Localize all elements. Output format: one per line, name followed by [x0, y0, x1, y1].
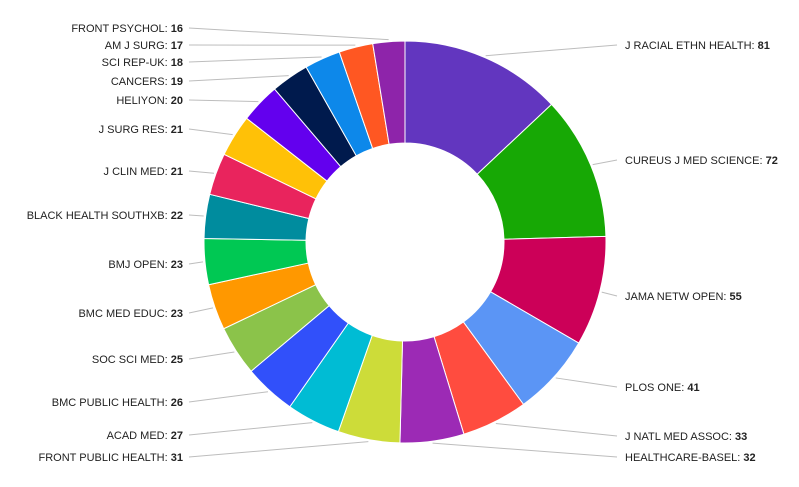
label-value: 72 — [766, 155, 778, 167]
label-name: BMC MED EDUC: — [78, 308, 170, 320]
label-value: 33 — [735, 431, 747, 443]
label-name: JAMA NETW OPEN: — [625, 291, 730, 303]
leader-line-bmj-open — [188, 261, 204, 265]
label-name: HELIYON: — [116, 95, 170, 107]
label-name: AM J SURG: — [105, 40, 171, 52]
label-value: 81 — [758, 40, 770, 52]
label-bmc-public-health: BMC PUBLIC HEALTH: 26 — [52, 397, 183, 409]
label-value: 25 — [171, 354, 183, 366]
label-value: 32 — [743, 452, 755, 464]
leader-line-bmc-public-health — [188, 391, 268, 403]
slice-front-psychol[interactable] — [372, 40, 406, 145]
label-name: FRONT PSYCHOL: — [71, 23, 170, 35]
label-value: 21 — [171, 124, 183, 136]
leader-line-front-psychol — [188, 27, 389, 41]
label-black-health-southxb: BLACK HEALTH SOUTHXB: 22 — [27, 210, 183, 222]
label-healthcare-basel: HEALTHCARE-BASEL: 32 — [625, 452, 756, 464]
leader-line-j-natl-med-assoc — [495, 423, 618, 437]
leader-line-heliyon — [188, 99, 259, 103]
label-j-surg-res: J SURG RES: 21 — [99, 124, 183, 136]
label-value: 23 — [171, 308, 183, 320]
leader-lines — [188, 27, 618, 458]
label-front-psychol: FRONT PSYCHOL: 16 — [71, 23, 183, 35]
label-name: PLOS ONE: — [625, 382, 687, 394]
label-cancers: CANCERS: 19 — [111, 76, 183, 88]
label-j-natl-med-assoc: J NATL MED ASSOC: 33 — [625, 431, 747, 443]
label-jama-netw-open: JAMA NETW OPEN: 55 — [625, 291, 742, 303]
label-value: 41 — [687, 382, 699, 394]
label-name: ACAD MED: — [107, 430, 171, 442]
leader-line-j-clin-med — [188, 170, 215, 174]
label-name: J SURG RES: — [99, 124, 171, 136]
slice-labels: J RACIAL ETHN HEALTH: 81 CUREUS J MED SCI… — [27, 23, 778, 464]
label-value: 20 — [171, 95, 183, 107]
label-acad-med: ACAD MED: 27 — [107, 430, 183, 442]
label-name: BMJ OPEN: — [108, 259, 170, 271]
label-name: SOC SCI MED: — [92, 354, 171, 366]
label-name: CUREUS J MED SCIENCE: — [625, 155, 766, 167]
leader-line-healthcare-basel — [432, 442, 618, 458]
label-name: FRONT PUBLIC HEALTH: — [39, 452, 171, 464]
label-value: 19 — [171, 76, 183, 88]
label-name: CANCERS: — [111, 76, 171, 88]
label-value: 26 — [171, 397, 183, 409]
label-soc-sci-med: SOC SCI MED: 25 — [92, 354, 183, 366]
label-j-racial-ethn-health: J RACIAL ETHN HEALTH: 81 — [625, 40, 770, 52]
label-am-j-surg: AM J SURG: 17 — [105, 40, 183, 52]
label-name: BMC PUBLIC HEALTH: — [52, 397, 171, 409]
label-heliyon: HELIYON: 20 — [116, 95, 183, 107]
leader-line-jama-netw-open — [601, 291, 618, 297]
label-value: 16 — [171, 23, 183, 35]
donut-slices — [203, 40, 607, 444]
leader-line-sci-rep-uk — [188, 56, 322, 63]
label-value: 27 — [171, 430, 183, 442]
label-value: 18 — [171, 57, 183, 69]
label-sci-rep-uk: SCI REP-UK: 18 — [102, 57, 183, 69]
label-bmc-med-educ: BMC MED EDUC: 23 — [78, 308, 183, 320]
leader-line-j-racial-ethn-health — [485, 44, 618, 57]
label-name: J RACIAL ETHN HEALTH: — [625, 40, 758, 52]
leader-line-plos-one — [555, 377, 618, 388]
label-value: 22 — [171, 210, 183, 222]
leader-line-bmc-med-educ — [188, 307, 214, 314]
label-j-clin-med: J CLIN MED: 21 — [104, 166, 183, 178]
label-bmj-open: BMJ OPEN: 23 — [108, 259, 183, 271]
label-value: 21 — [171, 166, 183, 178]
label-value: 31 — [171, 452, 183, 464]
leader-line-soc-sci-med — [188, 351, 235, 360]
label-value: 55 — [730, 291, 742, 303]
label-name: J NATL MED ASSOC: — [625, 431, 735, 443]
label-name: SCI REP-UK: — [102, 57, 171, 69]
label-name: BLACK HEALTH SOUTHXB: — [27, 210, 171, 222]
label-value: 23 — [171, 259, 183, 271]
label-front-public-health: FRONT PUBLIC HEALTH: 31 — [39, 452, 183, 464]
leader-line-black-health-southxb — [188, 214, 204, 217]
leader-line-front-public-health — [188, 441, 369, 458]
label-value: 17 — [171, 40, 183, 52]
leader-line-cancers — [188, 75, 289, 82]
leader-line-cureus-j-med-science — [592, 159, 618, 166]
label-name: J CLIN MED: — [104, 166, 171, 178]
label-plos-one: PLOS ONE: 41 — [625, 382, 700, 394]
leader-line-acad-med — [188, 422, 313, 436]
leader-line-j-surg-res — [188, 128, 233, 136]
label-cureus-j-med-science: CUREUS J MED SCIENCE: 72 — [625, 155, 778, 167]
label-name: HEALTHCARE-BASEL: — [625, 452, 743, 464]
